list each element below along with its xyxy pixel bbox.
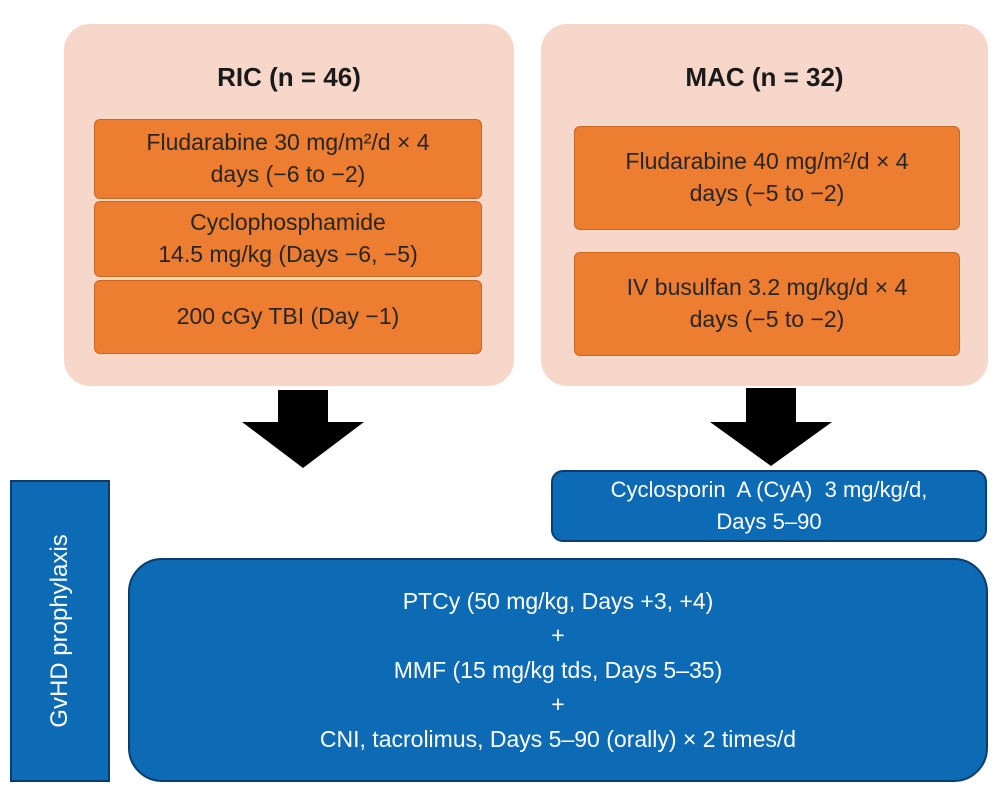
ric-step-tbi: 200 cGy TBI (Day −1) <box>94 280 482 354</box>
prophylaxis-ptcy: PTCy (50 mg/kg, Days +3, +4) <box>402 587 714 614</box>
mac-title: MAC (n = 32) <box>685 62 844 92</box>
cyclosporin-line1: Cyclosporin A (CyA) 3 mg/kg/d, <box>610 477 928 503</box>
ric-panel: RIC (n = 46) Fludarabine 30 mg/m²/d × 4 … <box>64 24 514 386</box>
ric-step-tbi-line1: 200 cGy TBI (Day −1) <box>176 303 400 330</box>
ric-title: RIC (n = 46) <box>217 62 361 92</box>
prophylaxis-cni: CNI, tacrolimus, Days 5–90 (orally) × 2 … <box>319 725 797 752</box>
mac-step-fludarabine-line1: Fludarabine 40 mg/m²/d × 4 <box>625 148 909 175</box>
gvhd-prophylaxis-label-box: GvHD prophylaxis <box>10 480 110 782</box>
mac-step-busulfan: IV busulfan 3.2 mg/kg/d × 4 days (−5 to … <box>574 252 960 356</box>
ric-step-fludarabine: Fludarabine 30 mg/m²/d × 4 days (−6 to −… <box>94 119 482 199</box>
mac-down-arrow-icon <box>710 388 832 466</box>
ric-step-cyclophosphamide: Cyclophosphamide 14.5 mg/kg (Days −6, −5… <box>94 201 482 277</box>
ric-down-arrow-icon <box>242 390 364 468</box>
mac-step-busulfan-line1: IV busulfan 3.2 mg/kg/d × 4 <box>626 274 908 301</box>
prophylaxis-box: PTCy (50 mg/kg, Days +3, +4) + MMF (15 m… <box>128 558 988 782</box>
ric-step-fludarabine-line2: days (−6 to −2) <box>210 161 366 187</box>
prophylaxis-plus-2: + <box>551 691 565 718</box>
mac-step-fludarabine-line2: days (−5 to −2) <box>689 180 845 206</box>
mac-panel: MAC (n = 32) Fludarabine 40 mg/m²/d × 4 … <box>541 24 988 386</box>
mac-step-busulfan-line2: days (−5 to −2) <box>689 306 845 332</box>
cyclosporin-line2: Days 5–90 <box>716 509 822 534</box>
gvhd-prophylaxis-label: GvHD prophylaxis <box>46 534 73 728</box>
ric-step-cyclophosphamide-line2: 14.5 mg/kg (Days −6, −5) <box>158 241 418 267</box>
ric-step-fludarabine-line1: Fludarabine 30 mg/m²/d × 4 <box>146 129 430 156</box>
cyclosporin-box: Cyclosporin A (CyA) 3 mg/kg/d, Days 5–90 <box>551 470 987 542</box>
prophylaxis-mmf: MMF (15 mg/kg tds, Days 5–35) <box>393 656 723 683</box>
mac-step-fludarabine: Fludarabine 40 mg/m²/d × 4 days (−5 to −… <box>574 126 960 230</box>
prophylaxis-plus-1: + <box>551 622 565 649</box>
ric-step-cyclophosphamide-line1: Cyclophosphamide <box>190 209 386 236</box>
